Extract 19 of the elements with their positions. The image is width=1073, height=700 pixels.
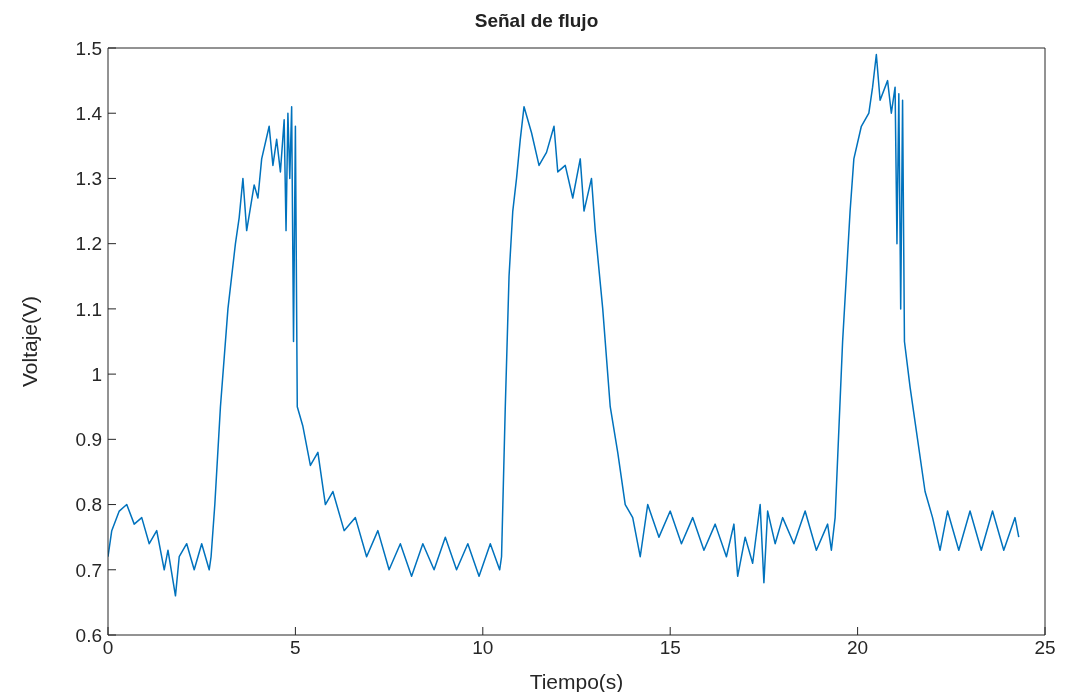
y-axis-title: Voltaje(V) (18, 295, 42, 388)
y-tick-label: 1.3 (75, 168, 102, 190)
line-series (108, 53, 1020, 597)
x-tick-label: 10 (472, 637, 494, 659)
y-tick-label: 0.9 (75, 429, 102, 451)
x-tick-label: 20 (847, 637, 869, 659)
chart-title: Señal de flujo (473, 10, 600, 32)
y-tick-label: 1.5 (75, 37, 102, 59)
y-tick-label: 1 (91, 363, 102, 385)
x-tick-label: 15 (659, 637, 681, 659)
y-tick-label: 1.4 (75, 102, 103, 124)
y-tick-label: 1.2 (75, 233, 102, 255)
x-tick-label: 0 (102, 637, 114, 659)
x-tick-label: 5 (290, 637, 301, 659)
y-tick-label: 1.1 (75, 298, 102, 320)
y-tick-label: 0.8 (75, 494, 102, 516)
x-tick-label: 25 (1034, 637, 1056, 659)
y-tick-label: 0.6 (75, 624, 102, 646)
y-tick-label: 0.7 (75, 559, 102, 581)
